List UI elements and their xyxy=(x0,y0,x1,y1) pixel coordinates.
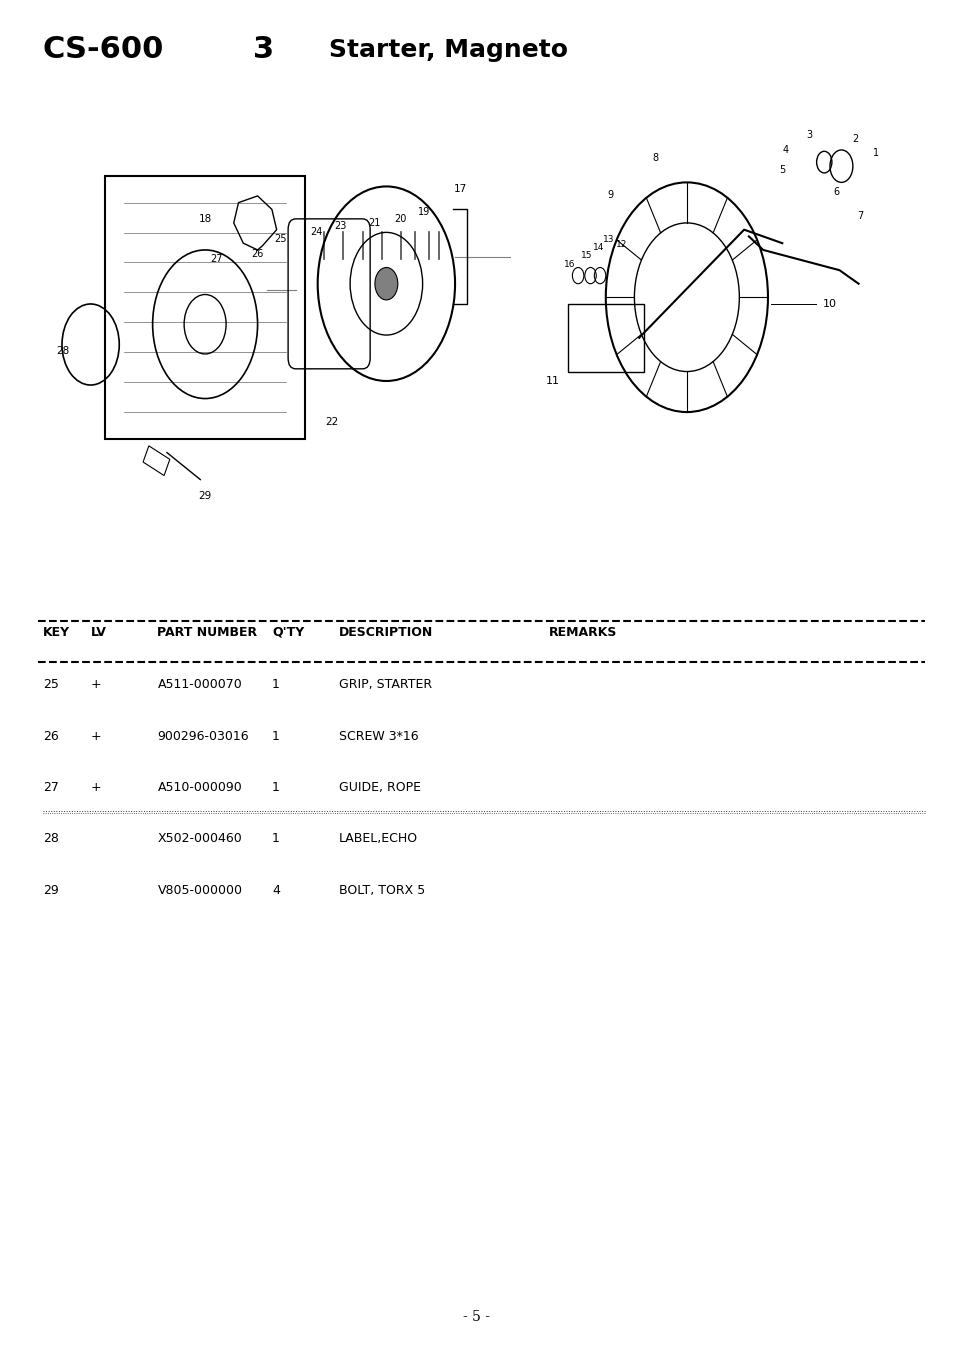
Text: 18: 18 xyxy=(198,213,212,224)
Text: +: + xyxy=(91,730,101,743)
Text: GUIDE, ROPE: GUIDE, ROPE xyxy=(338,781,420,794)
Text: REMARKS: REMARKS xyxy=(548,626,617,639)
Text: 25: 25 xyxy=(43,678,59,692)
Text: 3: 3 xyxy=(253,35,274,65)
Text: 11: 11 xyxy=(546,376,559,386)
Text: 10: 10 xyxy=(822,299,836,309)
Text: 16: 16 xyxy=(563,261,575,269)
Text: SCREW 3*16: SCREW 3*16 xyxy=(338,730,417,743)
Text: 17: 17 xyxy=(454,184,467,195)
Text: 4: 4 xyxy=(272,884,279,897)
Text: 1: 1 xyxy=(272,832,279,846)
Text: A510-000090: A510-000090 xyxy=(157,781,242,794)
Text: 24: 24 xyxy=(311,227,322,238)
Text: 26: 26 xyxy=(43,730,59,743)
Text: GRIP, STARTER: GRIP, STARTER xyxy=(338,678,432,692)
Text: +: + xyxy=(91,781,101,794)
Text: Starter, Magneto: Starter, Magneto xyxy=(329,38,568,62)
Text: 26: 26 xyxy=(252,249,263,259)
Text: 1: 1 xyxy=(272,781,279,794)
Circle shape xyxy=(375,267,397,300)
Text: V805-000000: V805-000000 xyxy=(157,884,242,897)
Text: 4: 4 xyxy=(781,145,787,155)
Text: DESCRIPTION: DESCRIPTION xyxy=(338,626,433,639)
Text: 29: 29 xyxy=(198,490,212,501)
Text: 2: 2 xyxy=(852,134,858,145)
Text: 27: 27 xyxy=(210,254,223,265)
Text: 21: 21 xyxy=(368,218,379,228)
Text: 3: 3 xyxy=(805,130,811,141)
Text: 25: 25 xyxy=(274,234,287,245)
Text: 28: 28 xyxy=(56,346,70,357)
Text: 29: 29 xyxy=(43,884,59,897)
Text: LABEL,ECHO: LABEL,ECHO xyxy=(338,832,417,846)
Text: CS-600: CS-600 xyxy=(43,35,164,65)
Text: 14: 14 xyxy=(592,243,603,251)
Text: 15: 15 xyxy=(580,251,592,259)
Text: 28: 28 xyxy=(43,832,59,846)
Text: 900296-03016: 900296-03016 xyxy=(157,730,249,743)
Text: PART NUMBER: PART NUMBER xyxy=(157,626,257,639)
Text: LV: LV xyxy=(91,626,107,639)
Text: Q'TY: Q'TY xyxy=(272,626,304,639)
Text: +: + xyxy=(91,678,101,692)
Text: 8: 8 xyxy=(652,153,658,163)
Text: 27: 27 xyxy=(43,781,59,794)
Text: 20: 20 xyxy=(395,213,406,224)
Text: 5: 5 xyxy=(779,165,784,176)
Text: 23: 23 xyxy=(335,220,346,231)
Text: 1: 1 xyxy=(272,730,279,743)
Text: 7: 7 xyxy=(857,211,862,222)
Text: 12: 12 xyxy=(616,240,627,249)
Text: X502-000460: X502-000460 xyxy=(157,832,242,846)
Text: KEY: KEY xyxy=(43,626,70,639)
Text: BOLT, TORX 5: BOLT, TORX 5 xyxy=(338,884,424,897)
Text: 13: 13 xyxy=(602,235,614,243)
Text: 6: 6 xyxy=(833,186,839,197)
Text: 22: 22 xyxy=(325,416,338,427)
Text: A511-000070: A511-000070 xyxy=(157,678,242,692)
Text: 19: 19 xyxy=(418,207,430,218)
Text: 1: 1 xyxy=(872,147,878,158)
Text: 9: 9 xyxy=(607,189,613,200)
Text: 1: 1 xyxy=(272,678,279,692)
Text: - 5 -: - 5 - xyxy=(463,1310,490,1324)
